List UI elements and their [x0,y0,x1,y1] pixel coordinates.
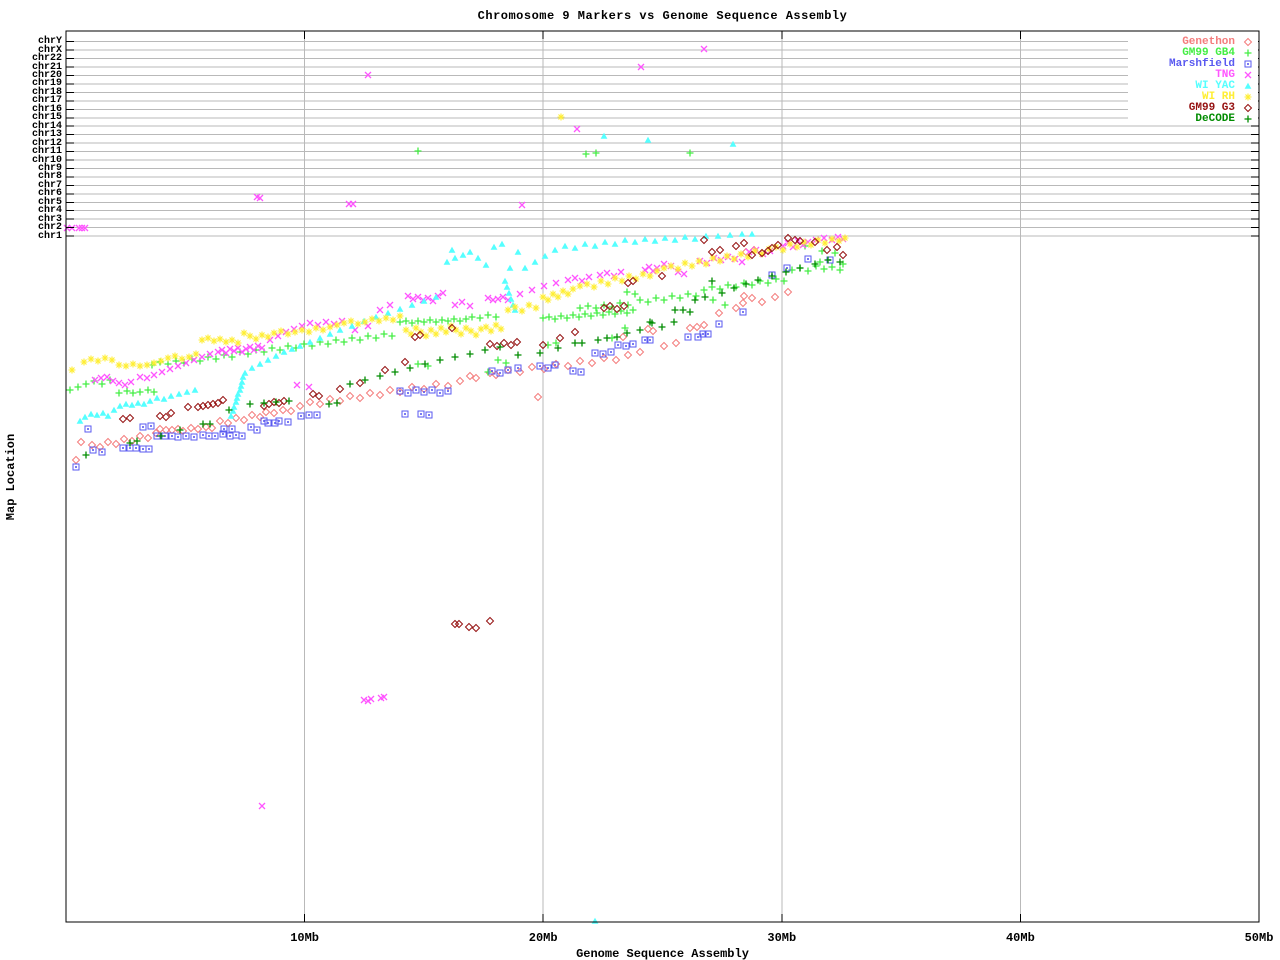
y-tick-chr12: chr12 [31,137,62,149]
y-tick-chr13: chr13 [31,129,62,141]
y-tick-chr6: chr6 [37,188,62,200]
legend-label: GM99 G3 [1188,101,1235,114]
y-tick-chr16: chr16 [31,103,62,115]
x-tick-40Mb: 40Mb [1005,931,1035,945]
y-tick-chr4: chr4 [37,205,62,217]
legend-item-genethon: Genethon [1128,35,1258,48]
legend-item-tng: TNG [1128,68,1258,81]
y-tick-chr8: chr8 [37,171,62,183]
y-tick-chr7: chr7 [37,179,62,191]
y-tick-chr11: chr11 [31,146,62,158]
y-tick-chrY: chrY [37,36,62,48]
legend-item-wi-rh: WI RH [1128,90,1258,103]
y-tick-chr2: chr2 [37,222,62,234]
x-tick-50Mb: 50Mb [1244,931,1274,945]
y-tick-chr5: chr5 [37,196,62,208]
axes-frame [65,30,1260,923]
x-tick-20Mb: 20Mb [528,931,558,945]
x-axis-label: Genome Sequence Assembly [576,947,749,960]
series-wi-yac [76,132,756,924]
legend-label: Marshfield [1168,57,1235,70]
chart-title: Chromosome 9 Markers vs Genome Sequence … [477,9,848,23]
legend-label: GM99 GB4 [1182,46,1235,59]
legend-item-wi-yac: WI YAC [1128,79,1258,92]
y-tick-chr21: chr21 [31,61,62,73]
y-tick-chrX: chrX [37,44,62,56]
legend: Genethon GM99 GB4 Marshfield TNG WI YAC … [1128,35,1258,125]
legend-label: Genethon [1182,35,1235,48]
gridlines [66,31,1259,922]
y-tick-chr14: chr14 [31,120,62,132]
y-axis-label: Map Location [4,433,18,521]
y-tick-chr9: chr9 [37,162,62,174]
y-tick-chr22: chr22 [31,53,62,65]
y-tick-chr15: chr15 [31,112,62,124]
y-tick-chr18: chr18 [31,86,62,98]
legend-label: WI RH [1201,90,1235,103]
y-tick-chr3: chr3 [37,213,62,225]
y-tick-chr1: chr1 [37,230,62,242]
y-tick-chr20: chr20 [31,70,62,81]
plus-icon [1243,114,1253,123]
legend-label: WI YAC [1195,79,1235,92]
series-wi-rh [67,112,850,375]
x-tick-10Mb: 10Mb [290,931,319,945]
data-points [63,45,850,924]
legend-item-gm99-g3: GM99 G3 [1128,101,1258,114]
legend-item-marshfield: Marshfield [1128,57,1258,70]
legend-label: TNG [1215,68,1235,81]
y-tick-chr17: chr17 [31,95,62,107]
y-tick-chr10: chr10 [31,154,62,166]
legend-item-decode: DeCODE [1128,112,1258,125]
legend-label: DeCODE [1195,112,1235,125]
legend-item-gm99-gb4: GM99 GB4 [1128,46,1258,59]
y-tick-chr19: chr19 [31,78,62,90]
x-tick-30Mb: 30Mb [767,931,797,945]
